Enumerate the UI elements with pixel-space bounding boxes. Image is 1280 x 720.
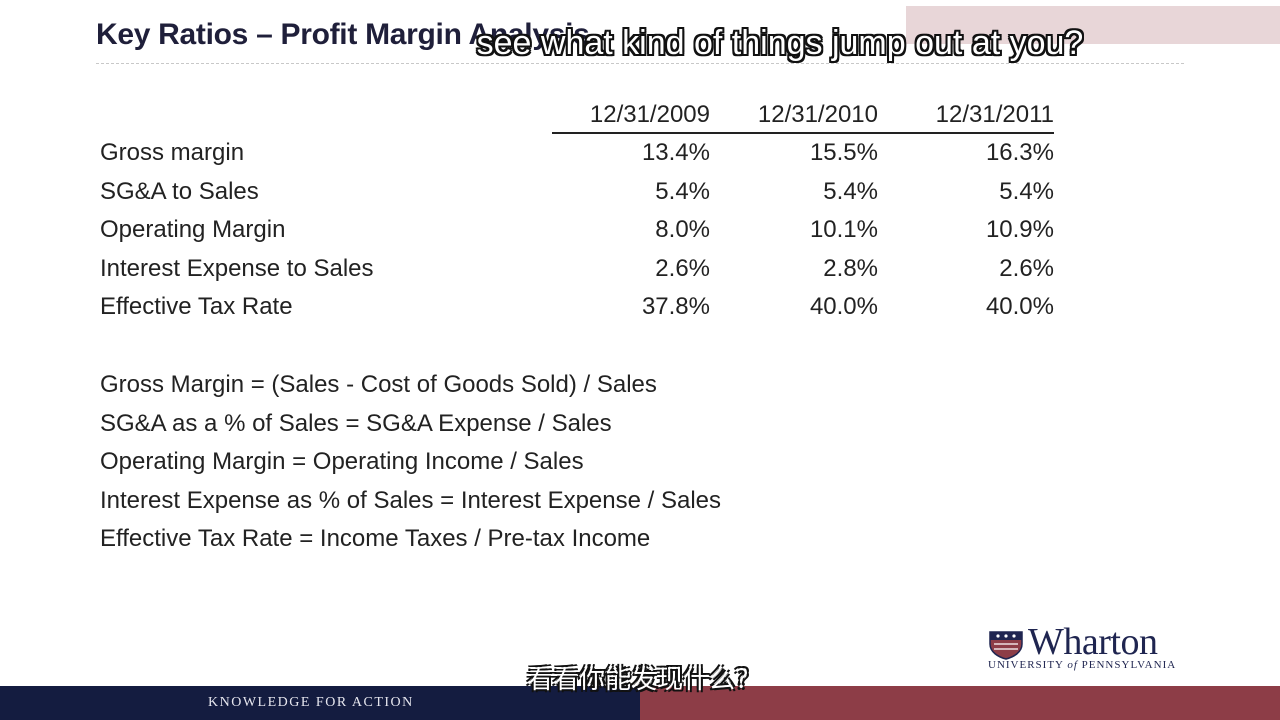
table-header-cell: 12/31/2010 xyxy=(710,100,878,134)
table-row: Interest Expense to Sales 2.6% 2.8% 2.6% xyxy=(100,250,1054,289)
table-header-cell: 12/31/2011 xyxy=(878,100,1054,134)
table-row: Effective Tax Rate 37.8% 40.0% 40.0% xyxy=(100,288,1054,327)
slide-title: Key Ratios – Profit Margin Analysis xyxy=(96,18,590,51)
table-cell: 5.4% xyxy=(823,177,878,205)
logo-sub-suffix: PENNSYLVANIA xyxy=(1077,659,1177,671)
table-row: Gross margin 13.4% 15.5% 16.3% xyxy=(100,133,1054,173)
table-cell: 10.1% xyxy=(809,216,878,244)
formula-line: Effective Tax Rate = Income Taxes / Pre-… xyxy=(100,525,651,552)
wharton-shield-icon xyxy=(989,631,1023,660)
formula-line: Interest Expense as % of Sales = Interes… xyxy=(100,486,722,514)
table-cell: 2.6% xyxy=(999,254,1054,282)
formula-line: Gross Margin = (Sales - Cost of Goods So… xyxy=(100,371,657,398)
table-row: Operating Margin 8.0% 10.1% 10.9% xyxy=(100,211,1054,250)
table-cell: 2.8% xyxy=(823,254,878,282)
logo-sub-prefix: UNIVERSITY xyxy=(988,659,1068,671)
table-cell: 5.4% xyxy=(655,177,710,205)
formula-line: Operating Margin = Operating Income / Sa… xyxy=(100,448,584,475)
table-cell: 37.8% xyxy=(641,293,710,321)
table-cell: 16.3% xyxy=(985,139,1054,167)
footer-bar-navy xyxy=(0,686,640,720)
row-label: Effective Tax Rate xyxy=(100,293,293,321)
table-cell: 40.0% xyxy=(985,293,1054,321)
table-cell: 8.0% xyxy=(655,216,710,244)
logo-wordmark: Wharton xyxy=(1028,621,1158,663)
row-label: Interest Expense to Sales xyxy=(100,254,374,282)
table-header-blank xyxy=(100,100,552,133)
formula-list: Gross Margin = (Sales - Cost of Goods So… xyxy=(100,366,721,559)
table-cell: 15.5% xyxy=(809,139,878,167)
footer-bar-red xyxy=(640,686,1280,720)
ratio-table: 12/31/2009 12/31/2010 12/31/2011 Gross m… xyxy=(100,100,1054,327)
table-cell: 40.0% xyxy=(809,293,878,321)
subtitle-caption-english: see what kind of things jump out at you? xyxy=(476,24,1084,62)
table-header-row: 12/31/2009 12/31/2010 12/31/2011 xyxy=(100,100,1054,134)
table-cell: 13.4% xyxy=(641,139,710,167)
row-label: Gross margin xyxy=(100,138,245,166)
logo-subline: UNIVERSITY of PENNSYLVANIA xyxy=(988,659,1176,671)
row-label: Operating Margin xyxy=(100,216,286,244)
table-cell: 10.9% xyxy=(985,216,1054,244)
subtitle-caption-chinese: 看看你能发现什么？ xyxy=(526,665,761,695)
title-divider xyxy=(96,63,1184,64)
table-row: SG&A to Sales 5.4% 5.4% 5.4% xyxy=(100,173,1054,212)
logo-sub-of: of xyxy=(1067,659,1078,671)
wharton-logo: Wharton UNIVERSITY of PENNSYLVANIA xyxy=(988,621,1188,672)
formula-line: SG&A as a % of Sales = SG&A Expense / Sa… xyxy=(100,409,612,437)
table-cell: 2.6% xyxy=(655,254,710,282)
table-cell: 5.4% xyxy=(999,177,1054,205)
table-header-cell: 12/31/2009 xyxy=(552,100,710,134)
footer-tagline: KNOWLEDGE FOR ACTION xyxy=(208,695,414,710)
row-label: SG&A to Sales xyxy=(100,177,259,205)
top-accent-bar xyxy=(906,6,1280,44)
